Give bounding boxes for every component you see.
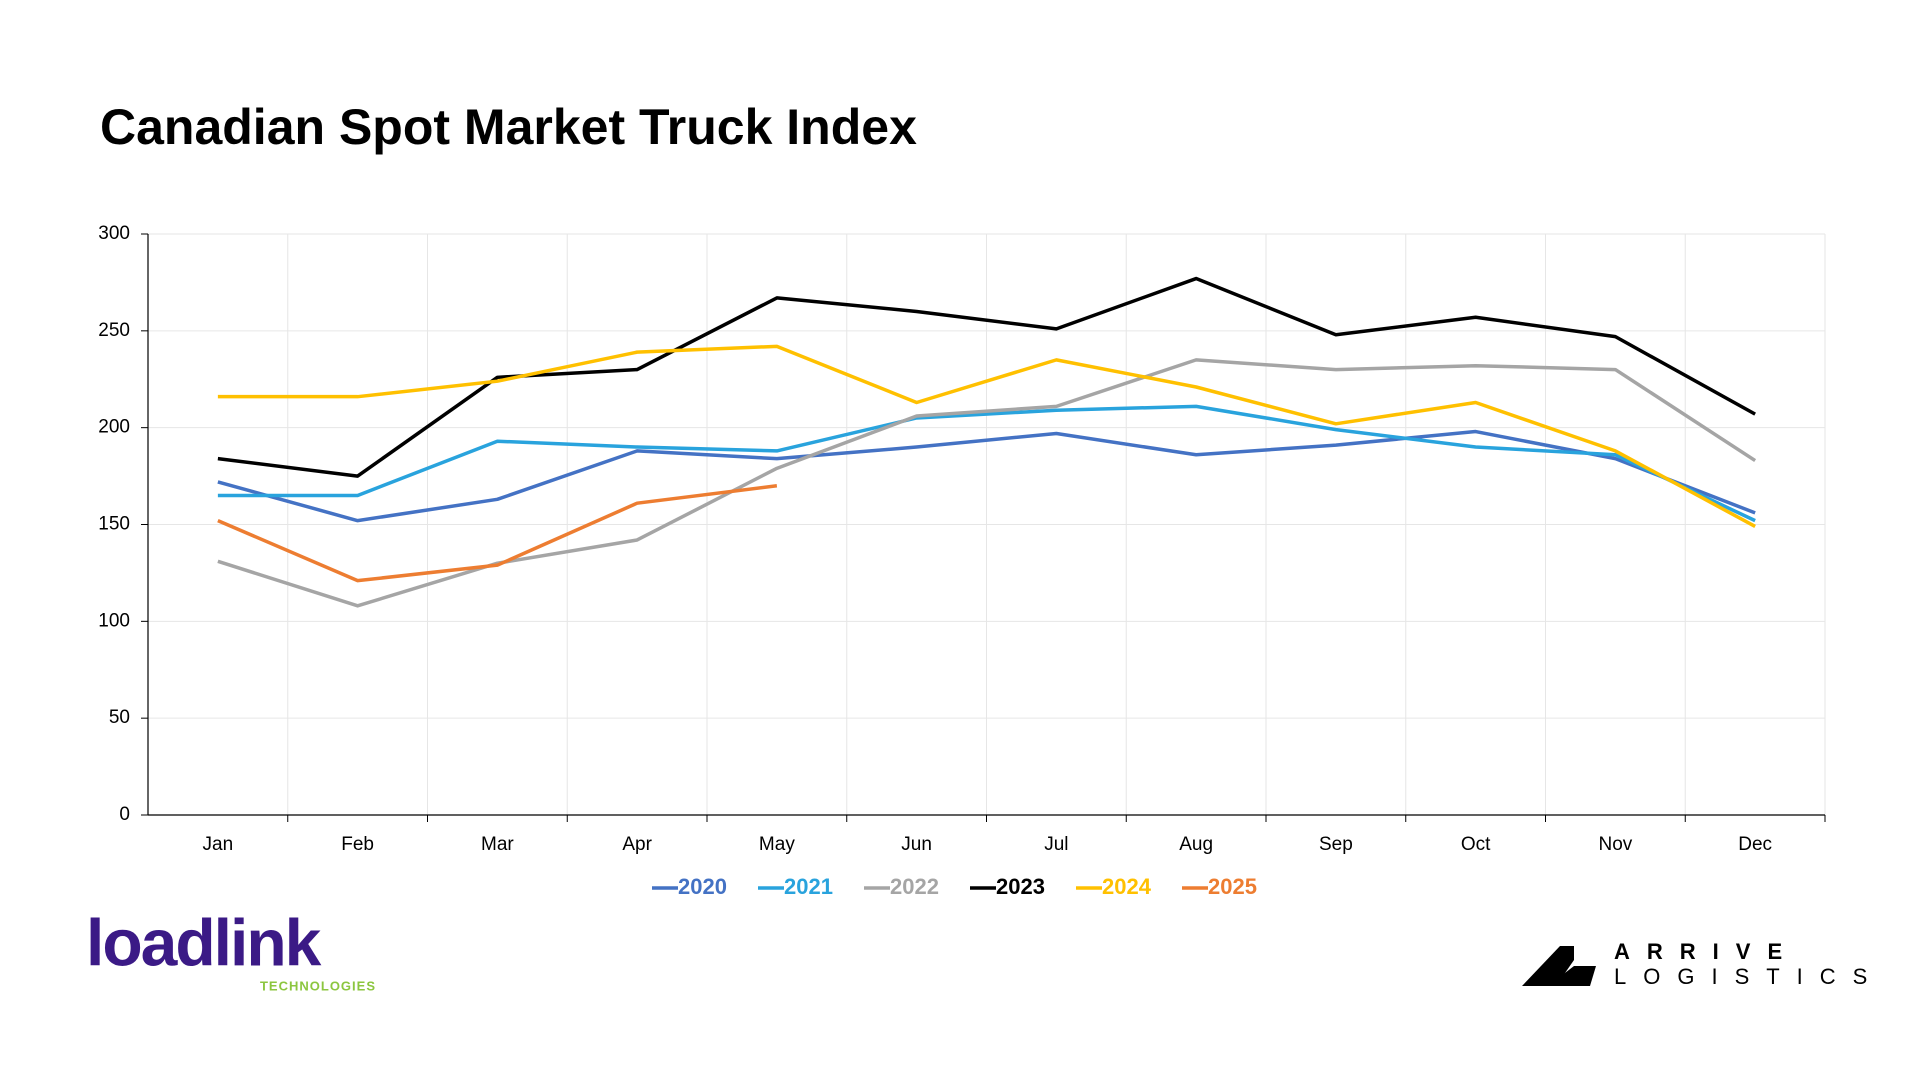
x-tick-label: Aug	[1179, 834, 1213, 855]
chart-title: Canadian Spot Market Truck Index	[100, 99, 917, 155]
x-tick-label: Jun	[901, 834, 932, 855]
series-line	[217, 358, 1757, 608]
series-line	[217, 344, 1756, 528]
series-line	[217, 484, 778, 583]
y-tick-label: 200	[98, 417, 130, 438]
legend-label: 2023	[996, 874, 1045, 899]
x-tick-label: Mar	[481, 834, 514, 855]
logo-text: ARRIVE	[1614, 939, 1799, 964]
x-tick-label: Apr	[622, 834, 652, 855]
plot-area: 0 50 100 150 200 250 300 Jan Feb Mar Apr May Jun Jul A…	[98, 223, 1826, 899]
logo-text: loadlink	[86, 905, 322, 979]
y-tick-label: 150	[98, 514, 130, 535]
loadlink-logo: loadlink TECHNOLOGIES	[86, 905, 376, 993]
x-tick-label: Dec	[1738, 834, 1772, 855]
y-tick-label: 100	[98, 610, 130, 631]
legend-label: 2024	[1102, 874, 1152, 899]
logo-subtext: TECHNOLOGIES	[260, 978, 376, 993]
arrive-logo: ARRIVE LOGISTICS	[1522, 939, 1884, 989]
legend-label: 2020	[678, 874, 727, 899]
series-line	[217, 276, 1756, 478]
legend-label: 2021	[784, 874, 833, 899]
x-tick-label: Nov	[1598, 834, 1632, 855]
legend-label: 2022	[890, 874, 939, 899]
series-line	[217, 429, 1756, 523]
x-tick-label: Feb	[341, 834, 374, 855]
y-tick-label: 50	[109, 707, 130, 728]
x-tick-label: Jul	[1044, 834, 1068, 855]
x-tick-label: Sep	[1319, 834, 1353, 855]
y-tick-label: 0	[119, 804, 130, 825]
y-tick-label: 250	[98, 320, 130, 341]
logo-mark	[1548, 966, 1596, 986]
legend-label: 2025	[1208, 874, 1257, 899]
y-tick-label: 300	[98, 223, 130, 244]
x-tick-label: May	[759, 834, 795, 855]
logo-text: LOGISTICS	[1614, 964, 1884, 989]
series-line	[217, 404, 1756, 523]
x-tick-label: Jan	[203, 834, 234, 855]
x-tick-label: Oct	[1461, 834, 1491, 855]
